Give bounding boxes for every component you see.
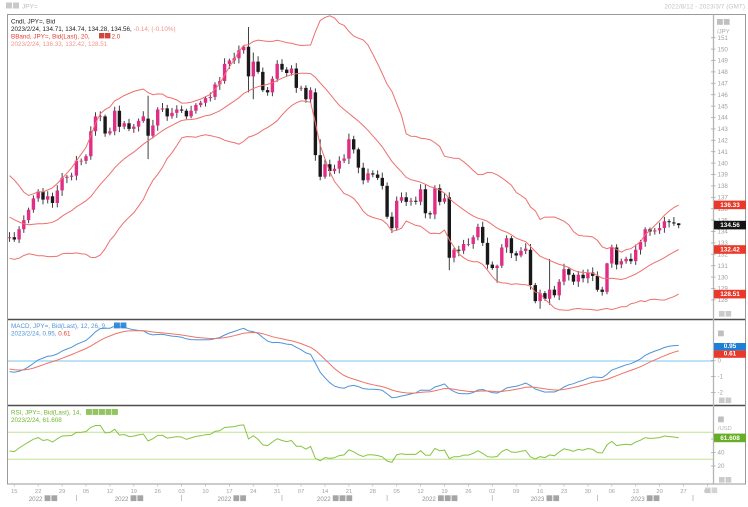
svg-text:30: 30 [585, 489, 591, 495]
svg-text:-1: -1 [718, 374, 724, 381]
svg-text:147: 147 [718, 81, 729, 88]
svg-text:/USD: /USD [718, 426, 732, 432]
svg-text:2022/8/12 - 2023/3/7 (GMT): 2022/8/12 - 2023/3/7 (GMT) [664, 4, 745, 11]
svg-text:-2: -2 [718, 390, 724, 397]
svg-text:144: 144 [718, 115, 729, 122]
svg-text:20: 20 [656, 489, 662, 495]
svg-text:BBand, JPY=, Bid(Last), 20,: BBand, JPY=, Bid(Last), 20, [11, 34, 90, 41]
svg-text:139: 139 [718, 172, 729, 179]
svg-text:2022: 2022 [29, 496, 43, 503]
svg-text:2023/2/24, 136.33, 132.42, 128: 2023/2/24, 136.33, 132.42, 128.51 [11, 41, 108, 48]
svg-text:05: 05 [83, 489, 89, 495]
svg-text:2023/2/24, 134.71, 134.74, 134: 2023/2/24, 134.71, 134.74, 134.28, 134.5… [11, 26, 176, 33]
svg-text:27: 27 [680, 489, 686, 495]
svg-text:0.95: 0.95 [724, 343, 737, 350]
svg-text:140: 140 [718, 160, 729, 167]
svg-text:142: 142 [718, 138, 729, 145]
svg-text:151: 151 [718, 35, 729, 42]
svg-text:136: 136 [718, 206, 729, 213]
svg-text:2022: 2022 [218, 496, 232, 503]
svg-text:141: 141 [718, 149, 729, 156]
svg-text:150: 150 [718, 46, 729, 53]
svg-text:14: 14 [322, 489, 328, 495]
svg-text:2023: 2023 [631, 496, 645, 503]
svg-text:148: 148 [718, 69, 729, 76]
svg-text:143: 143 [718, 126, 729, 133]
svg-text:26: 26 [155, 489, 161, 495]
svg-text:JPY=: JPY= [22, 4, 38, 11]
svg-text:03: 03 [178, 489, 184, 495]
svg-text:20: 20 [718, 463, 725, 470]
svg-text:136.33: 136.33 [720, 202, 740, 209]
svg-text:10: 10 [202, 489, 208, 495]
svg-text:146: 146 [718, 92, 729, 99]
svg-text:07: 07 [298, 489, 304, 495]
svg-text:19: 19 [131, 489, 137, 495]
svg-text:137: 137 [718, 195, 729, 202]
svg-text:13: 13 [633, 489, 639, 495]
svg-text:149: 149 [718, 58, 729, 65]
svg-text:12: 12 [107, 489, 113, 495]
svg-text:145: 145 [718, 103, 729, 110]
svg-text:05: 05 [394, 489, 400, 495]
svg-text:2.0: 2.0 [112, 34, 121, 41]
svg-text:131: 131 [718, 263, 729, 270]
svg-text:132: 132 [718, 252, 729, 259]
svg-text:61.608: 61.608 [720, 435, 740, 442]
svg-text:06: 06 [609, 489, 615, 495]
svg-text:24: 24 [250, 489, 256, 495]
svg-text:2022: 2022 [115, 496, 129, 503]
svg-text:130: 130 [718, 274, 729, 281]
svg-text:134.56: 134.56 [720, 222, 740, 229]
svg-text:2022: 2022 [317, 496, 331, 503]
svg-text:128: 128 [718, 297, 729, 304]
svg-text:28: 28 [370, 489, 376, 495]
svg-text:0: 0 [718, 358, 722, 365]
svg-text:2023: 2023 [531, 496, 545, 503]
svg-text:29: 29 [59, 489, 65, 495]
svg-text:0.61: 0.61 [724, 351, 737, 358]
svg-text:22: 22 [35, 489, 41, 495]
svg-text:12: 12 [417, 489, 423, 495]
svg-text:15: 15 [11, 489, 17, 495]
svg-text:09: 09 [513, 489, 519, 495]
svg-text:31: 31 [274, 489, 280, 495]
svg-text:129: 129 [718, 286, 729, 293]
svg-text:40: 40 [718, 450, 725, 457]
svg-text:16: 16 [537, 489, 543, 495]
svg-text:138: 138 [718, 183, 729, 190]
svg-text:23: 23 [561, 489, 567, 495]
svg-text:134: 134 [718, 229, 729, 236]
svg-text:21: 21 [346, 489, 352, 495]
svg-text:2022: 2022 [422, 496, 436, 503]
svg-text:26: 26 [465, 489, 471, 495]
svg-text:Cndl, JPY=, Bid: Cndl, JPY=, Bid [11, 19, 56, 26]
svg-text:132.42: 132.42 [720, 247, 740, 254]
svg-text:2023/2/24, 61.608: 2023/2/24, 61.608 [11, 417, 62, 424]
svg-text:2023/2/24, 0.95, 0.61: 2023/2/24, 0.95, 0.61 [11, 331, 71, 338]
svg-text:19: 19 [441, 489, 447, 495]
svg-text:MACD, JPY=, Bid(Last), 12, 26,: MACD, JPY=, Bid(Last), 12, 26, 9, [11, 323, 107, 330]
svg-text:RSI, JPY=, Bid(Last), 14,: RSI, JPY=, Bid(Last), 14, [11, 410, 81, 417]
svg-text:17: 17 [226, 489, 232, 495]
svg-text:/JPY: /JPY [717, 30, 730, 36]
svg-text:133: 133 [718, 240, 729, 247]
svg-text:02: 02 [489, 489, 495, 495]
svg-text:128.51: 128.51 [720, 291, 740, 298]
